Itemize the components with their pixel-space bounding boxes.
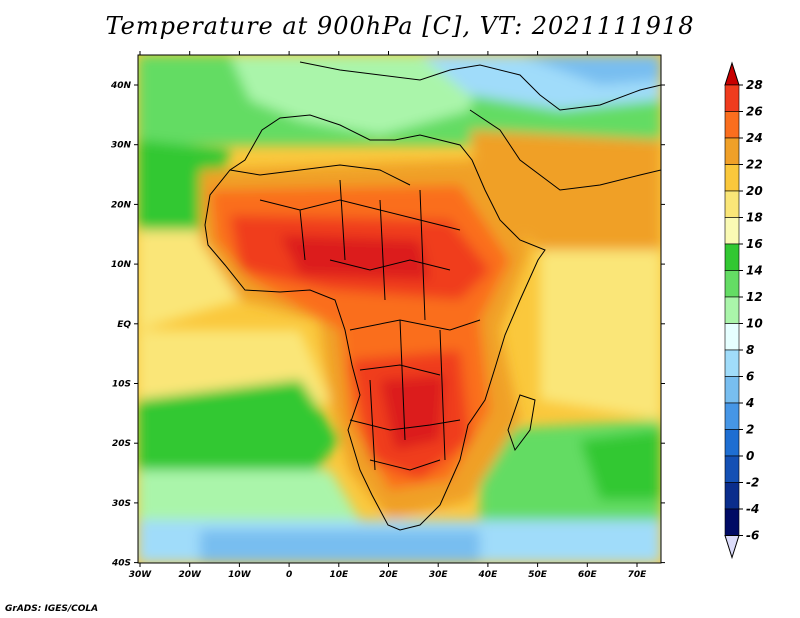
lon-label: 10W bbox=[228, 570, 252, 580]
colorbar-swatch bbox=[724, 217, 740, 245]
lat-label: 30N bbox=[111, 141, 132, 151]
lon-label: 40E bbox=[478, 570, 499, 580]
lat-label: 40N bbox=[110, 81, 132, 91]
colorbar-label: 22 bbox=[746, 158, 763, 172]
colorbar-swatch bbox=[724, 190, 740, 218]
colorbar-label: 2 bbox=[746, 423, 754, 437]
lat-label: 10S bbox=[112, 380, 131, 390]
colorbar-label: 4 bbox=[745, 396, 754, 410]
colorbar-swatch bbox=[724, 323, 740, 351]
lat-label: 10N bbox=[111, 260, 132, 270]
colorbar-label: 16 bbox=[746, 237, 763, 251]
grads-credit: GrADS: IGES/COLA bbox=[5, 604, 99, 614]
lat-label: 30S bbox=[112, 499, 131, 509]
lat-label: 40S bbox=[111, 559, 131, 569]
lon-label: 20W bbox=[178, 570, 202, 580]
colorbar-swatch bbox=[724, 349, 740, 377]
temperature-field bbox=[138, 55, 661, 563]
colorbar-swatch bbox=[724, 243, 740, 271]
lon-label: 50E bbox=[528, 570, 548, 580]
lon-label: 30E bbox=[429, 570, 449, 580]
latitude-axis: 40N 30N 20N 10N EQ 10S 20S 30S 40S bbox=[110, 81, 665, 569]
colorbar-swatch bbox=[724, 482, 740, 510]
colorbar-top-arrow bbox=[724, 61, 740, 86]
colorbar-swatch bbox=[724, 455, 740, 483]
colorbar-label: 10 bbox=[746, 317, 763, 331]
colorbar-label: 12 bbox=[746, 290, 763, 304]
lat-label: 20N bbox=[111, 200, 132, 210]
lon-label: 70E bbox=[628, 570, 648, 580]
colorbar-label: -6 bbox=[746, 529, 759, 543]
colorbar-swatch bbox=[724, 296, 740, 324]
colorbar-bottom-arrow bbox=[724, 535, 740, 560]
colorbar-swatch bbox=[724, 429, 740, 457]
map-title: Temperature at 900hPa [C], VT: 202111191… bbox=[105, 12, 695, 40]
colorbar-swatch bbox=[724, 164, 740, 192]
colorbar-label: 28 bbox=[746, 78, 763, 92]
lon-label: 0 bbox=[286, 570, 292, 580]
colorbar-swatch bbox=[724, 270, 740, 298]
colorbar-swatch bbox=[724, 84, 740, 112]
colorbar-label: 18 bbox=[746, 211, 763, 225]
lon-label: 10E bbox=[329, 570, 349, 580]
colorbar-label: -2 bbox=[746, 476, 759, 490]
lon-label: 20E bbox=[379, 570, 399, 580]
longitude-axis: 30W 20W 10W 0 10E 20E 30E 40E 50E 60E 70E bbox=[129, 51, 647, 580]
colorbar-label: 14 bbox=[746, 264, 763, 278]
colorbar-label: -4 bbox=[746, 502, 759, 516]
colorbar-label: 0 bbox=[746, 449, 754, 463]
colorbar-swatch bbox=[724, 137, 740, 165]
colorbar-label: 8 bbox=[746, 343, 754, 357]
lon-label: 60E bbox=[578, 570, 598, 580]
colorbar-swatch bbox=[724, 376, 740, 404]
colorbar-swatch bbox=[724, 111, 740, 139]
colorbar-swatch bbox=[724, 508, 740, 536]
lat-label: 20S bbox=[112, 439, 131, 449]
colorbar-label: 24 bbox=[746, 131, 763, 145]
coastlines bbox=[204, 61, 661, 531]
colorbar-label: 26 bbox=[746, 105, 763, 119]
lon-label: 30W bbox=[129, 570, 153, 580]
map-frame bbox=[137, 54, 662, 564]
colorbar-swatch bbox=[724, 402, 740, 430]
colorbar-label: 20 bbox=[746, 184, 763, 198]
lat-label: EQ bbox=[117, 320, 131, 330]
colorbar-label: 6 bbox=[746, 370, 754, 384]
